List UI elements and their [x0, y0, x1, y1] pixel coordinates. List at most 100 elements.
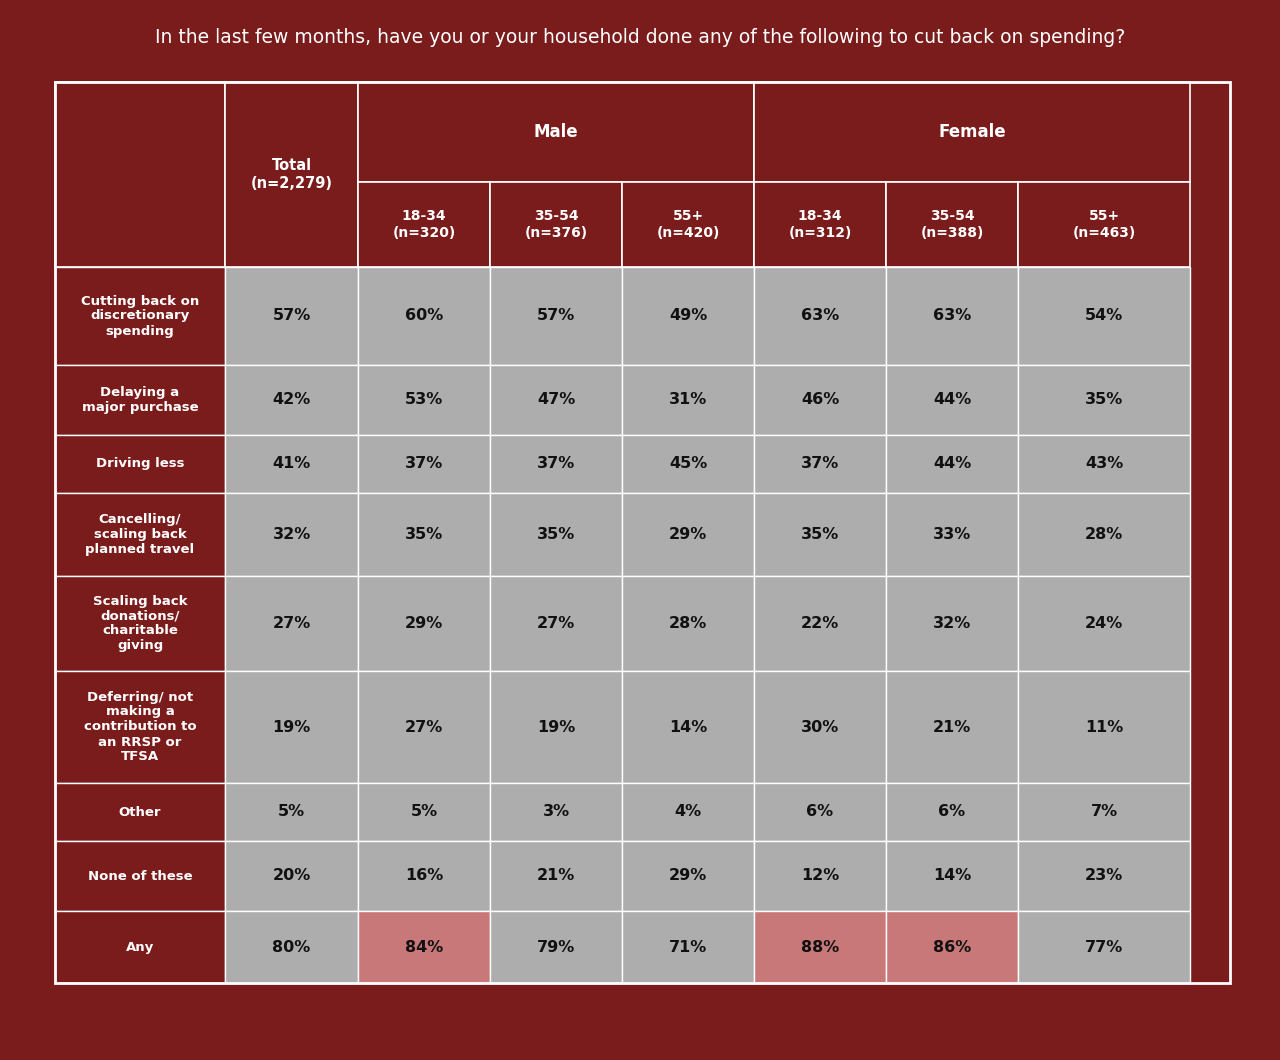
Text: 14%: 14%: [669, 720, 707, 735]
Bar: [490, 365, 622, 435]
Text: 46%: 46%: [801, 392, 840, 407]
Bar: [225, 365, 358, 435]
Bar: [490, 841, 622, 911]
Text: 55+
(n=463): 55+ (n=463): [1073, 210, 1135, 240]
Bar: [490, 493, 622, 576]
Bar: [1018, 435, 1190, 493]
Text: Cutting back on
discretionary
spending: Cutting back on discretionary spending: [81, 295, 200, 337]
Text: 27%: 27%: [404, 720, 443, 735]
Text: 5%: 5%: [411, 805, 438, 819]
Bar: [754, 841, 886, 911]
Text: 6%: 6%: [938, 805, 965, 819]
Bar: [490, 267, 622, 365]
Bar: [490, 671, 622, 783]
Bar: [622, 783, 754, 841]
Text: 37%: 37%: [404, 457, 443, 472]
Bar: [754, 783, 886, 841]
Text: 44%: 44%: [933, 392, 972, 407]
Bar: [622, 841, 754, 911]
Text: 29%: 29%: [669, 527, 707, 542]
Text: 79%: 79%: [536, 939, 575, 954]
Bar: [886, 911, 1018, 983]
Bar: [225, 82, 358, 267]
Bar: [886, 576, 1018, 671]
Text: 28%: 28%: [1085, 527, 1123, 542]
Bar: [886, 435, 1018, 493]
Text: 19%: 19%: [536, 720, 575, 735]
Text: 21%: 21%: [933, 720, 972, 735]
Bar: [622, 671, 754, 783]
Bar: [358, 911, 490, 983]
Bar: [358, 493, 490, 576]
Bar: [490, 783, 622, 841]
Text: 29%: 29%: [404, 616, 443, 631]
Bar: [1018, 365, 1190, 435]
Text: 16%: 16%: [404, 868, 443, 883]
Text: 63%: 63%: [801, 308, 840, 323]
Text: 11%: 11%: [1085, 720, 1123, 735]
Text: 84%: 84%: [404, 939, 443, 954]
Bar: [225, 783, 358, 841]
Bar: [225, 911, 358, 983]
Bar: [358, 82, 754, 182]
Text: Other: Other: [119, 806, 161, 818]
Text: In the last few months, have you or your household done any of the following to : In the last few months, have you or your…: [155, 28, 1125, 47]
Text: 23%: 23%: [1085, 868, 1123, 883]
Text: 30%: 30%: [801, 720, 840, 735]
Text: Deferring/ not
making a
contribution to
an RRSP or
TFSA: Deferring/ not making a contribution to …: [83, 690, 196, 763]
Bar: [1018, 783, 1190, 841]
Text: 3%: 3%: [543, 805, 570, 819]
Text: 35%: 35%: [404, 527, 443, 542]
Bar: [55, 82, 225, 267]
Text: 54%: 54%: [1085, 308, 1123, 323]
Text: 47%: 47%: [536, 392, 575, 407]
Text: 31%: 31%: [669, 392, 707, 407]
Text: 5%: 5%: [278, 805, 305, 819]
Text: None of these: None of these: [88, 869, 192, 883]
Text: 12%: 12%: [801, 868, 840, 883]
Bar: [225, 435, 358, 493]
Text: 18-34
(n=320): 18-34 (n=320): [393, 210, 456, 240]
Text: 49%: 49%: [669, 308, 707, 323]
Bar: [754, 493, 886, 576]
Bar: [358, 365, 490, 435]
Text: 27%: 27%: [536, 616, 575, 631]
Text: 14%: 14%: [933, 868, 972, 883]
Text: 35-54
(n=376): 35-54 (n=376): [525, 210, 588, 240]
Text: 43%: 43%: [1085, 457, 1123, 472]
Text: 42%: 42%: [273, 392, 311, 407]
Bar: [225, 841, 358, 911]
Bar: [490, 911, 622, 983]
Bar: [55, 435, 225, 493]
Bar: [886, 267, 1018, 365]
Text: 63%: 63%: [933, 308, 972, 323]
Text: 44%: 44%: [933, 457, 972, 472]
Bar: [622, 267, 754, 365]
Bar: [490, 576, 622, 671]
Bar: [55, 576, 225, 671]
Text: 86%: 86%: [933, 939, 972, 954]
Text: Delaying a
major purchase: Delaying a major purchase: [82, 386, 198, 414]
Text: 60%: 60%: [404, 308, 443, 323]
Bar: [754, 911, 886, 983]
Bar: [55, 841, 225, 911]
Text: 35%: 35%: [801, 527, 840, 542]
Text: Scaling back
donations/
charitable
giving: Scaling back donations/ charitable givin…: [92, 595, 187, 653]
Bar: [886, 365, 1018, 435]
Text: 33%: 33%: [933, 527, 972, 542]
Text: 57%: 57%: [273, 308, 311, 323]
Bar: [754, 576, 886, 671]
Text: 24%: 24%: [1085, 616, 1123, 631]
Bar: [1018, 911, 1190, 983]
Text: 32%: 32%: [933, 616, 972, 631]
Bar: [754, 365, 886, 435]
Bar: [358, 671, 490, 783]
Bar: [622, 435, 754, 493]
Bar: [358, 267, 490, 365]
Bar: [358, 841, 490, 911]
Bar: [622, 365, 754, 435]
Bar: [55, 267, 225, 365]
Bar: [1018, 576, 1190, 671]
Bar: [754, 82, 1190, 182]
Text: 7%: 7%: [1091, 805, 1117, 819]
